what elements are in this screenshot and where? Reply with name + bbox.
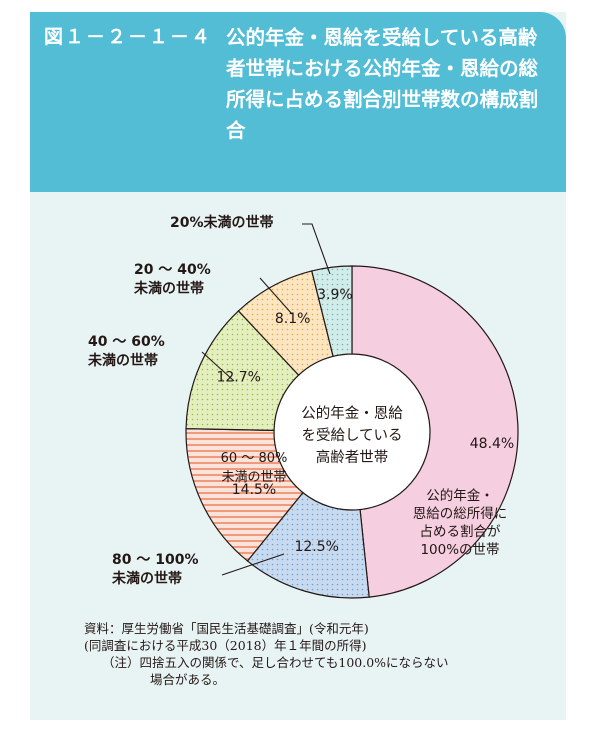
slice-category-label: 占める割合が (420, 523, 501, 540)
leader-line (221, 553, 285, 576)
slice-category-label: 恩給の総所得に (413, 505, 508, 522)
leader-line (201, 351, 235, 382)
note-line: 場合がある。 (150, 672, 226, 687)
note-line: （注）四捨五入の関係で、足し合わせても100.0%にならない (102, 655, 449, 670)
donut-slice (351, 265, 519, 598)
slice-category-label: 20 ～ 40% (134, 262, 211, 278)
center-label: 公的年金・恩給 (301, 405, 403, 422)
leader-lines (201, 223, 331, 576)
donut-slice (311, 265, 353, 358)
slice-value-label: 12.5% (294, 539, 338, 555)
source-line: 資料：厚生労働省「国民生活基礎調査」(令和元年) (84, 621, 369, 636)
slice-category-label: 未満の世帯 (221, 470, 286, 485)
donut-slices (185, 265, 519, 599)
leader-line (259, 277, 293, 315)
donut-center: 公的年金・恩給を受給している高齢者世帯 (275, 355, 429, 509)
slice-value-label: 48.4% (470, 436, 514, 452)
figure-panel: 図１－２－１－４ 公的年金・恩給を受給している高齢者世帯における公的年金・恩給の… (30, 12, 566, 720)
slice-value-label: 8.1% (275, 311, 311, 327)
figure-header: 図１－２－１－４ 公的年金・恩給を受給している高齢者世帯における公的年金・恩給の… (30, 12, 566, 192)
slice-value-label: 14.5% (232, 482, 276, 498)
slice-category-label: 40 ～ 60% (88, 334, 165, 350)
figure-title: 公的年金・恩給を受給している高齢者世帯における公的年金・恩給の総所得に占める割合… (226, 26, 539, 142)
slice-category-label: 20%未満の世帯 (170, 214, 274, 231)
donut-hole (275, 355, 429, 509)
slice-category-label: 未満の世帯 (134, 280, 204, 297)
slice-category-label: 80 ～ 100% (112, 552, 198, 568)
slice-value-label: 12.7% (216, 370, 260, 386)
slice-category-label: 未満の世帯 (88, 352, 158, 369)
center-label: 高齢者世帯 (316, 449, 389, 466)
source-notes: 資料：厚生労働省「国民生活基礎調査」(令和元年) (同調査における平成30（20… (84, 620, 554, 688)
leader-line (302, 223, 331, 275)
slice-value-label: 3.9% (317, 287, 353, 303)
slice-category-label: 100%の世帯 (420, 542, 499, 558)
donut-slice (185, 428, 304, 562)
figure-number: 図１－２－１－４ (44, 26, 213, 48)
center-label: を受給している (301, 427, 402, 444)
source-line: (同調査における平成30（2018）年１年間の所得) (84, 638, 367, 653)
slice-category-label: 公的年金・ (426, 488, 494, 504)
donut-chart: 公的年金・恩給を受給している高齢者世帯 48.4% 公的年金・恩給の総所得に占める… (88, 214, 519, 599)
slice-category-label: 60 ～ 80% (221, 451, 288, 466)
slice-category-label: 未満の世帯 (112, 570, 182, 587)
